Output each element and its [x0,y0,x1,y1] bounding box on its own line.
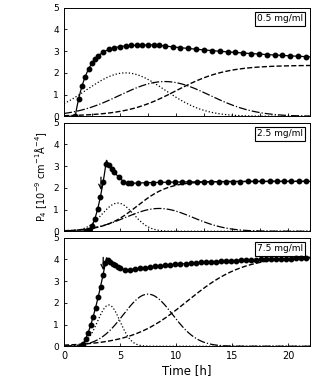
Text: 7.5 mg/ml: 7.5 mg/ml [257,244,303,253]
Text: 0.5 mg/ml: 0.5 mg/ml [257,14,303,23]
Y-axis label: P$_4$ $[10^{-9}$ cm$^{-1}$Å$^{-4}]$: P$_4$ $[10^{-9}$ cm$^{-1}$Å$^{-4}]$ [33,131,49,223]
X-axis label: Time [h]: Time [h] [163,364,212,377]
Text: 2.5 mg/ml: 2.5 mg/ml [257,129,303,138]
